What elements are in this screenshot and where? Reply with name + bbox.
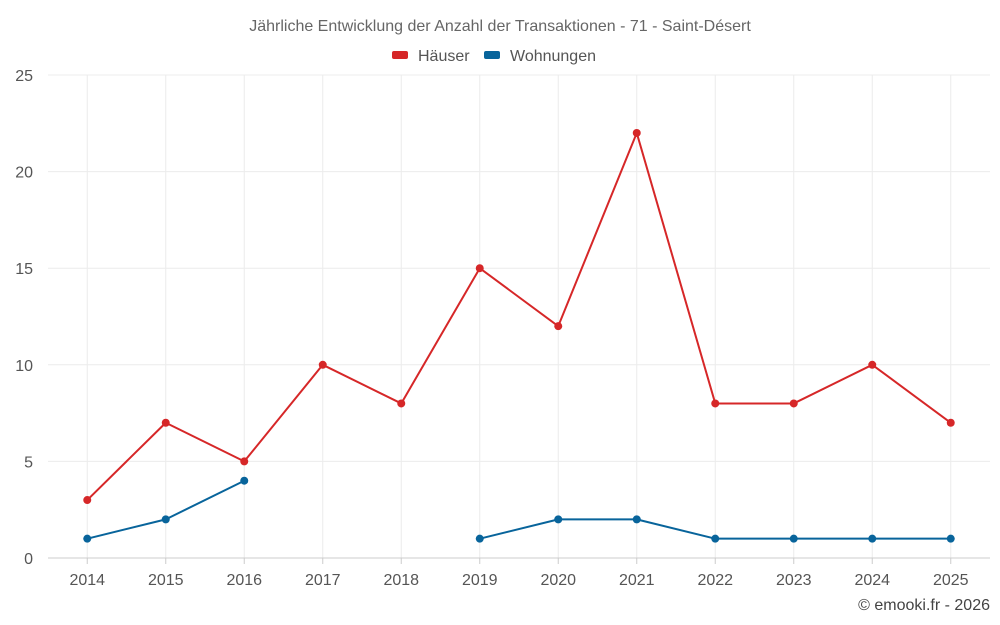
x-tick-label: 2025: [933, 572, 969, 589]
x-tick-label: 2023: [776, 572, 812, 589]
x-tick-label: 2019: [462, 572, 498, 589]
x-tick-label: 2016: [226, 572, 262, 589]
data-point-haeuser[interactable]: [789, 399, 798, 408]
data-point-haeuser[interactable]: [397, 399, 406, 408]
data-point-haeuser[interactable]: [161, 418, 170, 427]
y-tick-label: 20: [15, 165, 33, 182]
data-point-wohnungen[interactable]: [711, 534, 720, 543]
y-tick-label: 0: [24, 551, 33, 568]
y-axis-ticks: 0 5 10 15 20 25: [15, 68, 33, 568]
x-tick-label: 2022: [697, 572, 733, 589]
x-tick-label: 2018: [383, 572, 419, 589]
data-point-wohnungen[interactable]: [83, 534, 92, 543]
series-lines: [83, 128, 955, 543]
data-point-haeuser[interactable]: [475, 264, 484, 273]
data-point-haeuser[interactable]: [946, 418, 955, 427]
data-point-haeuser[interactable]: [554, 322, 563, 331]
data-point-haeuser[interactable]: [868, 360, 877, 369]
y-tick-label: 5: [24, 454, 33, 471]
legend-swatch-haeuser: [392, 51, 408, 59]
y-tick-label: 15: [15, 261, 33, 278]
legend: Häuser Wohnungen: [392, 48, 596, 65]
data-point-wohnungen[interactable]: [946, 534, 955, 543]
legend-item-wohnungen[interactable]: Wohnungen: [484, 48, 596, 65]
data-point-haeuser[interactable]: [711, 399, 720, 408]
x-tick-label: 2014: [69, 572, 105, 589]
data-point-haeuser[interactable]: [83, 496, 92, 505]
y-tick-label: 10: [15, 358, 33, 375]
data-point-wohnungen[interactable]: [632, 515, 641, 524]
grid: [48, 74, 990, 564]
x-tick-label: 2017: [305, 572, 341, 589]
series-wohnungen: [83, 476, 955, 543]
data-point-haeuser[interactable]: [318, 360, 327, 369]
data-point-wohnungen[interactable]: [868, 534, 877, 543]
data-point-wohnungen[interactable]: [554, 515, 563, 524]
data-point-wohnungen[interactable]: [789, 534, 798, 543]
series-haeuser: [83, 128, 955, 505]
data-point-wohnungen[interactable]: [475, 534, 484, 543]
legend-item-haeuser[interactable]: Häuser: [392, 48, 470, 65]
data-point-wohnungen[interactable]: [240, 476, 249, 485]
legend-label-haeuser: Häuser: [418, 48, 470, 65]
y-tick-label: 25: [15, 68, 33, 85]
legend-label-wohnungen: Wohnungen: [510, 48, 596, 65]
series-line-haeuser: [86, 131, 952, 501]
data-point-haeuser[interactable]: [632, 128, 641, 137]
chart-title: Jährliche Entwicklung der Anzahl der Tra…: [249, 18, 751, 35]
x-tick-label: 2024: [854, 572, 890, 589]
data-point-wohnungen[interactable]: [161, 515, 170, 524]
legend-swatch-wohnungen: [484, 51, 500, 59]
x-tick-label: 2021: [619, 572, 655, 589]
x-tick-label: 2015: [148, 572, 184, 589]
x-axis-ticks: 2014 2015 2016 2017 2018 2019 2020 2021 2022 2023…: [69, 572, 968, 589]
credit: © emooki.fr - 2026: [858, 597, 990, 614]
x-tick-label: 2020: [540, 572, 576, 589]
data-point-haeuser[interactable]: [240, 457, 249, 466]
